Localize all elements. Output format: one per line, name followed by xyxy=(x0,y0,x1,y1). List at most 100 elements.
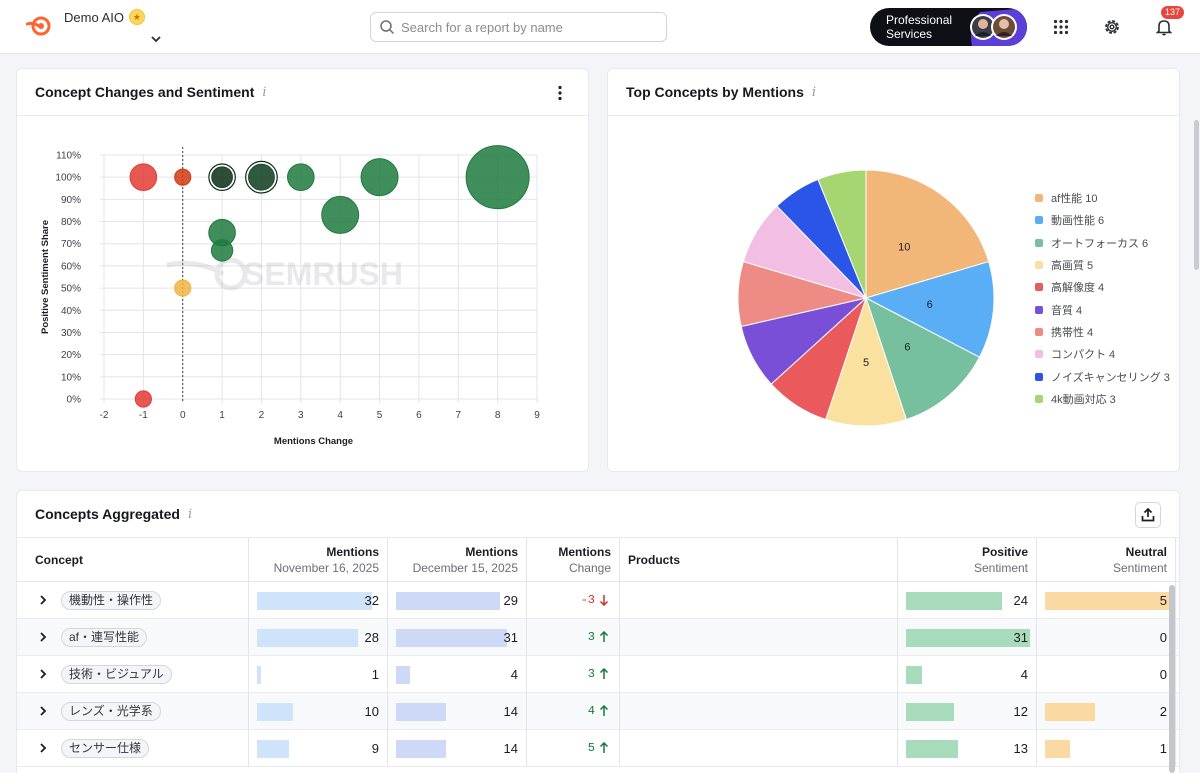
pie-slice xyxy=(865,169,990,299)
mentions-change: 4 xyxy=(588,704,609,718)
pie-slice-label: 10 xyxy=(898,242,910,254)
neutral-value: 0 xyxy=(1159,630,1167,645)
positive-value: 13 xyxy=(1013,741,1028,756)
legend-label: 音質 4 xyxy=(1051,304,1083,317)
gear-icon[interactable] xyxy=(1101,16,1123,38)
neutral-value: 1 xyxy=(1159,741,1167,756)
table-row[interactable]: 技術・ビジュアル 1 4 3 4 0 xyxy=(17,656,1179,693)
neutral-bar xyxy=(1045,703,1095,721)
positive-value: 4 xyxy=(1020,667,1028,682)
pie-slice xyxy=(825,296,907,427)
legend-item[interactable]: 音質 4 xyxy=(1035,298,1170,320)
search-input[interactable] xyxy=(401,19,651,35)
column-header-positive[interactable]: Positive Sentiment xyxy=(898,538,1037,582)
table-cell: 4 xyxy=(898,656,1037,693)
legend-label: 動画性能 6 xyxy=(1051,215,1105,228)
table-cell: 4 xyxy=(388,656,527,693)
concept-tag[interactable]: センサー仕様 xyxy=(61,739,150,758)
page-scrollbar[interactable] xyxy=(1194,120,1199,270)
concept-tag[interactable]: 技術・ビジュアル xyxy=(61,665,172,684)
chevron-right-icon[interactable] xyxy=(37,668,49,680)
x-tick-label: 6 xyxy=(416,410,422,421)
y-tick-label: 40% xyxy=(61,306,81,317)
table-body: 機動性・操作性 32 29 -3 24 5 af・連写性能 28 31 3 31 0 技術・ビジュアル 1… xyxy=(17,582,1179,767)
pie-slice-label: 6 xyxy=(927,299,933,311)
mentions-change: 3 xyxy=(588,667,609,681)
table-cell: 28 xyxy=(249,619,388,656)
legend-item[interactable]: 高画質 5 xyxy=(1035,254,1170,276)
column-header-mentions-nov[interactable]: Mentions November 16, 2025 xyxy=(249,538,388,582)
table-row[interactable]: 機動性・操作性 32 29 -3 24 5 xyxy=(17,582,1179,619)
concept-tag[interactable]: レンズ・光学系 xyxy=(61,702,161,721)
table-row[interactable]: センサー仕様 9 14 5 13 1 xyxy=(17,730,1179,767)
legend-item[interactable]: ノイズキャンセリング 3 xyxy=(1035,365,1170,387)
project-selector[interactable]: Demo AIO ★ xyxy=(64,9,145,25)
column-header-neutral[interactable]: Neutral Sentiment xyxy=(1037,538,1176,582)
table-cell xyxy=(620,656,898,693)
concept-tag[interactable]: af・連写性能 xyxy=(61,628,148,647)
chevron-down-icon[interactable] xyxy=(149,32,163,46)
mentions-value: 1 xyxy=(371,667,379,682)
more-options-icon[interactable] xyxy=(558,85,562,101)
mentions-change: -3 xyxy=(581,593,609,607)
legend-item[interactable]: 4k動画対応 3 xyxy=(1035,388,1170,410)
legend-item[interactable]: オートフォーカス 6 xyxy=(1035,232,1170,254)
project-name[interactable]: Demo AIO xyxy=(64,9,124,25)
legend-item[interactable]: 動画性能 6 xyxy=(1035,209,1170,231)
legend-swatch xyxy=(1035,194,1043,203)
export-button[interactable] xyxy=(1135,502,1161,528)
positive-bar xyxy=(906,592,1002,610)
chevron-right-icon[interactable] xyxy=(37,742,49,754)
table-cell: 13 xyxy=(898,730,1037,767)
scatter-point xyxy=(321,195,360,234)
report-search[interactable] xyxy=(370,12,667,42)
x-tick-label: 1 xyxy=(219,410,225,421)
table-cell: 10 xyxy=(249,693,388,730)
info-icon[interactable]: i xyxy=(187,506,193,522)
column-header-concept[interactable]: Concept xyxy=(17,538,249,582)
legend-item[interactable]: コンパクト 4 xyxy=(1035,343,1170,365)
legend-item[interactable]: af性能 10 xyxy=(1035,187,1170,209)
table-row[interactable]: レンズ・光学系 10 14 4 12 2 xyxy=(17,693,1179,730)
column-header-mentions-dec[interactable]: Mentions December 15, 2025 xyxy=(388,538,527,582)
arrow-down-icon xyxy=(599,595,609,606)
table-cell xyxy=(620,582,898,619)
apps-grid-icon[interactable] xyxy=(1050,16,1072,38)
arrow-up-icon xyxy=(599,705,609,716)
x-axis-label: Mentions Change xyxy=(274,436,353,447)
table-cell: 5 xyxy=(1037,582,1176,619)
arrow-up-icon xyxy=(599,668,609,679)
table-cell: 機動性・操作性 xyxy=(17,582,249,619)
info-icon[interactable]: i xyxy=(262,84,267,100)
table-row[interactable]: af・連写性能 28 31 3 31 0 xyxy=(17,619,1179,656)
y-tick-label: 80% xyxy=(61,217,81,228)
table-cell: 2 xyxy=(1037,693,1176,730)
legend-item[interactable]: 携帯性 4 xyxy=(1035,321,1170,343)
positive-bar xyxy=(906,629,1030,647)
concept-tag[interactable]: 機動性・操作性 xyxy=(61,591,162,610)
mentions-bar xyxy=(396,740,447,758)
legend-item[interactable]: 高解像度 4 xyxy=(1035,276,1170,298)
semrush-logo-icon[interactable] xyxy=(26,16,52,36)
info-icon[interactable]: i xyxy=(811,84,817,100)
crown-icon: ★ xyxy=(128,9,145,25)
change-value: 3 xyxy=(587,667,595,681)
chevron-right-icon[interactable] xyxy=(37,594,49,606)
legend-label: 携帯性 4 xyxy=(1051,326,1094,339)
legend-swatch xyxy=(1035,305,1043,314)
legend-swatch xyxy=(1035,394,1043,403)
table-cell xyxy=(620,693,898,730)
bell-icon[interactable] xyxy=(1153,16,1175,38)
table-cell: 0 xyxy=(1037,619,1176,656)
scatter-point xyxy=(210,165,234,189)
positive-bar xyxy=(906,703,954,721)
y-tick-label: 90% xyxy=(61,195,81,206)
chevron-right-icon[interactable] xyxy=(37,631,49,643)
y-tick-label: 60% xyxy=(61,261,81,272)
table-cell: 12 xyxy=(898,693,1037,730)
chevron-right-icon[interactable] xyxy=(37,705,49,717)
column-header-products[interactable]: Products xyxy=(620,538,898,582)
professional-services-button[interactable]: Professional Services xyxy=(870,8,1027,46)
table-scrollbar[interactable] xyxy=(1169,585,1175,773)
column-header-mentions-change[interactable]: Mentions Change xyxy=(527,538,620,582)
